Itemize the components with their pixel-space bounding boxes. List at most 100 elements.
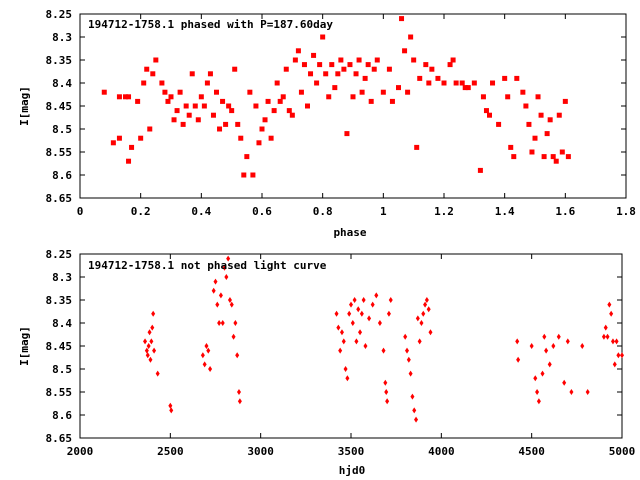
phased-data-point: [396, 85, 401, 91]
unphased-data-point: [152, 347, 157, 354]
unphased-y-tick-label: 8.45: [46, 340, 73, 353]
phased-data-point: [526, 121, 532, 127]
phased-data-point: [426, 80, 432, 86]
phased-data-point: [204, 80, 210, 86]
unphased-data-point: [350, 320, 355, 326]
phased-data-point: [414, 144, 420, 150]
phased-data-point: [238, 135, 244, 141]
phased-data-point: [429, 66, 435, 72]
phased-data-point: [223, 121, 229, 127]
unphased-data-point: [226, 255, 231, 262]
phased-data-point: [408, 34, 414, 40]
unphased-data-point: [585, 389, 590, 395]
phased-data-point: [135, 98, 141, 104]
unphased-data-point: [349, 301, 353, 308]
phased-data-point: [332, 85, 338, 91]
phased-data-point: [126, 158, 132, 164]
phased-data-point: [326, 94, 332, 100]
phased-data-point: [165, 98, 171, 104]
phased-data-point: [110, 140, 116, 146]
phased-data-point: [138, 135, 144, 141]
phased-y-tick-label: 8.45: [46, 100, 73, 113]
phased-data-point: [374, 57, 380, 63]
phased-data-point: [147, 126, 153, 132]
phased-data-point: [341, 66, 347, 72]
phased-data-point: [298, 89, 304, 95]
phased-data-point: [162, 89, 168, 95]
phased-x-tick-label: 1.4: [495, 205, 515, 218]
unphased-data-point: [237, 398, 242, 405]
phased-y-tick-label: 8.35: [46, 54, 73, 67]
phased-data-point: [435, 75, 441, 81]
unphased-data-point: [403, 333, 408, 340]
phased-data-point: [462, 85, 468, 91]
phased-data-point: [459, 80, 465, 86]
phased-data-point: [286, 108, 292, 114]
phased-data-point: [305, 103, 310, 109]
unphased-data-point: [144, 347, 149, 354]
phased-data-point: [496, 121, 502, 127]
unphased-data-point: [236, 389, 241, 395]
phased-data-point: [126, 94, 132, 100]
unphased-data-point: [363, 343, 368, 349]
phased-data-point: [283, 66, 289, 72]
phased-data-point: [295, 48, 301, 54]
unphased-data-point: [231, 333, 236, 340]
phased-data-point: [314, 80, 320, 86]
phased-data-point: [153, 57, 159, 63]
unphased-data-point: [336, 324, 341, 331]
phased-y-tick-label: 8.3: [52, 31, 72, 44]
phased-data-point: [150, 71, 156, 77]
phased-data-point: [447, 62, 453, 68]
phased-data-point: [232, 66, 238, 72]
phased-data-point: [268, 135, 274, 141]
unphased-y-tick-label: 8.3: [52, 271, 72, 284]
unphased-data-point: [610, 338, 615, 345]
phased-data-point: [559, 149, 565, 155]
unphased-data-point: [377, 320, 382, 326]
phased-data-point: [323, 71, 329, 77]
unphased-x-tick-label: 4000: [428, 445, 455, 458]
phased-data-point: [244, 154, 250, 160]
unphased-data-point: [200, 352, 205, 359]
phased-data-point: [250, 172, 256, 178]
unphased-data-point: [556, 333, 561, 340]
phased-data-point: [465, 85, 471, 91]
phased-data-point: [317, 62, 323, 68]
phased-data-point: [289, 112, 295, 118]
unphased-x-tick-label: 3000: [247, 445, 274, 458]
phased-data-point: [487, 112, 492, 118]
phased-data-point: [535, 94, 541, 100]
phased-x-axis-label: phase: [333, 226, 366, 239]
phased-data-point: [241, 172, 247, 178]
phased-data-point: [477, 167, 483, 173]
unphased-y-tick-label: 8.35: [46, 294, 73, 307]
unphased-data-point: [616, 352, 621, 359]
unphased-data-point: [580, 343, 585, 349]
unphased-data-point: [540, 370, 545, 377]
unphased-x-tick-label: 2000: [67, 445, 94, 458]
unphased-data-point: [605, 333, 610, 340]
phased-data-point: [562, 98, 568, 104]
phased-data-point: [226, 103, 232, 109]
phased-data-point: [129, 144, 135, 150]
phased-data-point: [311, 52, 317, 58]
unphased-data-point: [206, 347, 211, 354]
phased-data-point: [141, 80, 147, 86]
unphased-data-point: [370, 301, 375, 308]
phased-data-point: [198, 94, 204, 100]
unphased-data-point: [361, 297, 366, 303]
unphased-x-tick-label: 2500: [157, 445, 184, 458]
phased-data-point: [253, 103, 259, 109]
phased-data-point: [123, 94, 128, 100]
unphased-data-point: [419, 320, 424, 326]
phased-data-point: [217, 126, 223, 132]
phased-data-point: [174, 108, 180, 114]
unphased-data-point: [145, 352, 150, 359]
phased-data-point: [259, 126, 265, 132]
phased-data-point: [365, 62, 371, 68]
phased-x-tick-label: 0.4: [191, 205, 211, 218]
phased-data-point: [144, 66, 150, 72]
phased-data-point: [301, 62, 307, 68]
